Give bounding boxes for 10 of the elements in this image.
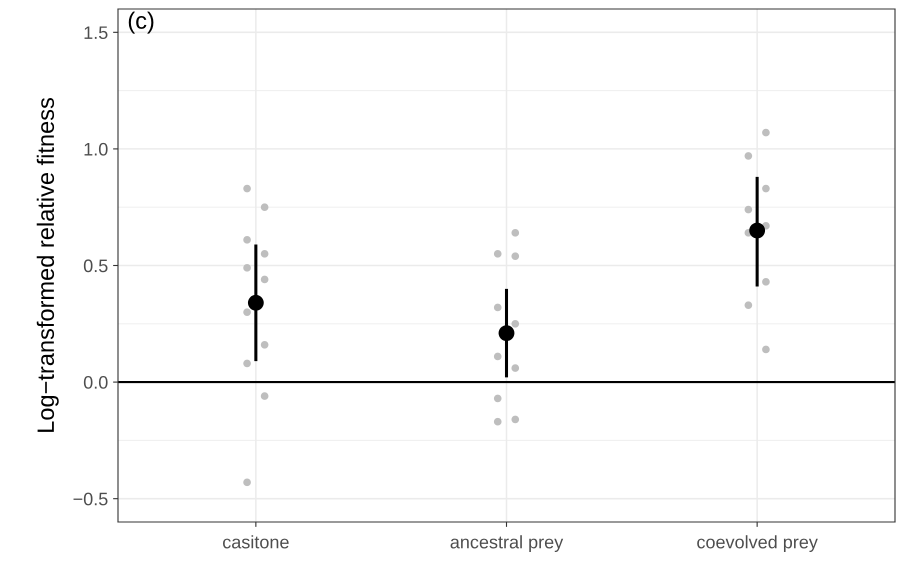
y-tick-label: 0.5 — [84, 259, 108, 272]
x-tick-label: ancestral prey — [450, 535, 564, 552]
x-tick-label: casitone — [223, 535, 289, 548]
y-tick-label: 0.0 — [84, 376, 108, 389]
y-axis-title: Log−transformed relative fitness — [36, 98, 59, 432]
y-tick-label: 1.0 — [84, 142, 108, 156]
y-tick-label: 1.5 — [84, 26, 108, 40]
y-tick-label: −0.5 — [74, 492, 108, 506]
annotation: (c) — [128, 12, 154, 34]
x-tick-label: coevolved prey — [697, 535, 818, 552]
